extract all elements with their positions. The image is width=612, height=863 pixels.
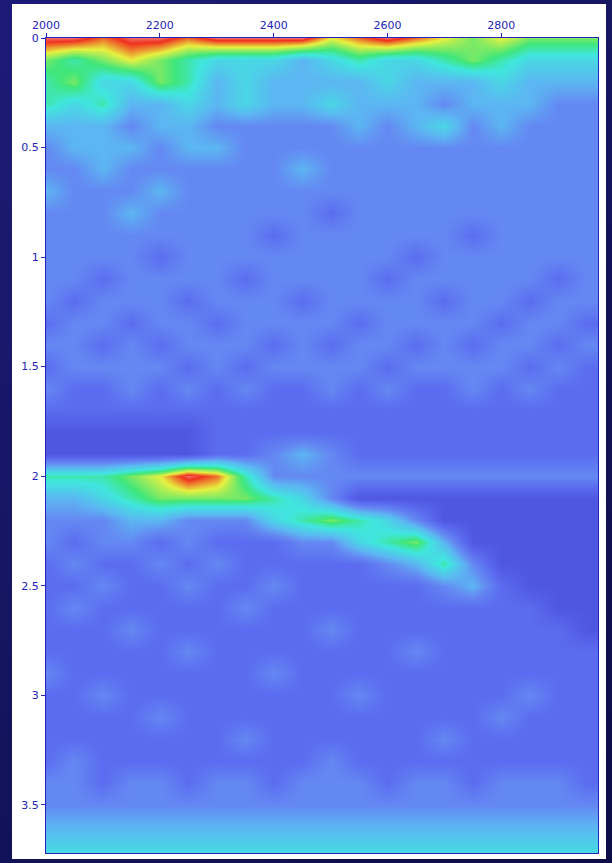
svg-text:0.5: 0.5 — [21, 141, 39, 154]
svg-text:0: 0 — [32, 32, 39, 45]
svg-text:2200: 2200 — [146, 19, 174, 32]
svg-text:2000: 2000 — [32, 19, 60, 32]
svg-text:3: 3 — [32, 689, 39, 702]
svg-text:3.5: 3.5 — [21, 799, 39, 812]
svg-text:2400: 2400 — [260, 19, 288, 32]
svg-text:2: 2 — [32, 470, 39, 483]
svg-text:2.5: 2.5 — [21, 580, 39, 593]
svg-text:2600: 2600 — [373, 19, 401, 32]
svg-text:2800: 2800 — [487, 19, 515, 32]
svg-text:1.5: 1.5 — [21, 360, 39, 373]
svg-text:1: 1 — [32, 251, 39, 264]
